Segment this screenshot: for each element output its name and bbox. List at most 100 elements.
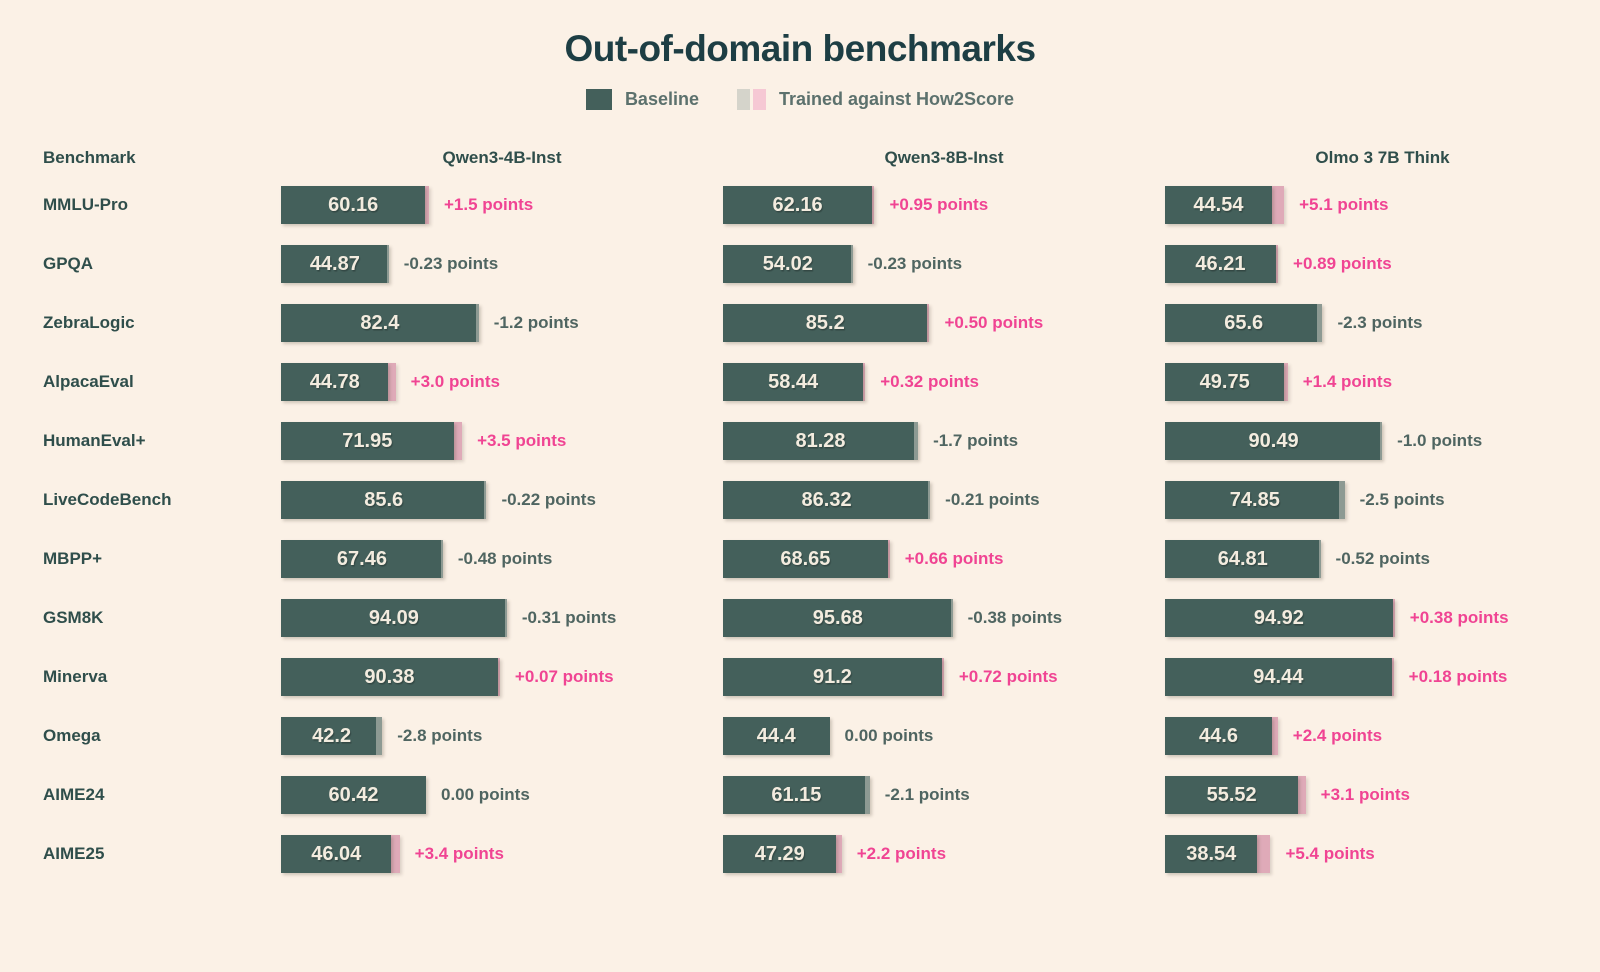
baseline-value: 38.54 bbox=[1186, 842, 1237, 865]
baseline-bar: 85.2 bbox=[723, 304, 928, 342]
benchmark-label: Omega bbox=[43, 726, 101, 745]
bar-cell: 55.52 +3.1 points bbox=[1165, 776, 1600, 814]
bar-cell: 44.54 +5.1 points bbox=[1165, 186, 1600, 224]
bar-cell: 61.15 -2.1 points bbox=[723, 776, 1165, 814]
bar-cell: 68.65 +0.66 points bbox=[723, 540, 1165, 578]
baseline-bar: 46.21 bbox=[1165, 245, 1276, 283]
baseline-value: 90.49 bbox=[1248, 429, 1299, 452]
delta-sliver-positive bbox=[453, 422, 463, 460]
bar-cell: 44.6 +2.4 points bbox=[1165, 717, 1600, 755]
benchmark-label: LiveCodeBench bbox=[43, 490, 172, 509]
baseline-bar: 64.81 bbox=[1165, 540, 1321, 578]
delta-sliver-positive bbox=[1275, 245, 1279, 283]
delta-sliver-negative bbox=[504, 599, 507, 637]
baseline-bar: 74.85 bbox=[1165, 481, 1345, 519]
baseline-value: 44.4 bbox=[756, 724, 796, 747]
baseline-value: 44.78 bbox=[309, 370, 360, 393]
delta-sliver-negative bbox=[950, 599, 953, 637]
baseline-bar: 60.42 bbox=[281, 776, 426, 814]
legend-pink-swatch bbox=[752, 88, 766, 110]
model-column-header-olmo3-7b: Olmo 3 7B Think bbox=[1315, 148, 1450, 167]
baseline-bar: 82.4 bbox=[281, 304, 479, 342]
bar-cell: 49.75 +1.4 points bbox=[1165, 363, 1600, 401]
delta-sliver-negative bbox=[1316, 304, 1323, 342]
baseline-bar: 54.02 bbox=[723, 245, 853, 283]
delta-label: +3.4 points bbox=[414, 844, 504, 863]
baseline-value: 85.2 bbox=[805, 311, 845, 334]
bar-cell: 58.44 +0.32 points bbox=[723, 363, 1165, 401]
baseline-bar: 58.44 bbox=[723, 363, 864, 401]
bar-cell: 64.81 -0.52 points bbox=[1165, 540, 1600, 578]
bar-cell: 54.02 -0.23 points bbox=[723, 245, 1165, 283]
baseline-value: 54.02 bbox=[762, 252, 813, 275]
baseline-bar: 81.28 bbox=[723, 422, 919, 460]
baseline-bar: 44.87 bbox=[281, 245, 389, 283]
baseline-value: 58.44 bbox=[768, 370, 819, 393]
baseline-value: 67.46 bbox=[336, 547, 387, 570]
delta-label: +0.50 points bbox=[944, 313, 1044, 332]
delta-sliver-negative bbox=[386, 245, 389, 283]
delta-sliver-positive bbox=[836, 835, 842, 873]
bar-cell: 85.2 +0.50 points bbox=[723, 304, 1165, 342]
delta-sliver-negative bbox=[864, 776, 870, 814]
bar-cell: 38.54 +5.4 points bbox=[1165, 835, 1600, 873]
benchmark-table: Benchmark Qwen3-4B-Inst Qwen3-8B-Inst Ol… bbox=[43, 148, 1600, 873]
baseline-value: 44.6 bbox=[1199, 724, 1238, 747]
delta-label: +1.5 points bbox=[443, 195, 534, 214]
baseline-value: 81.28 bbox=[795, 429, 846, 452]
baseline-bar: 65.6 bbox=[1165, 304, 1323, 342]
baseline-bar: 44.78 bbox=[281, 363, 389, 401]
baseline-value: 94.09 bbox=[368, 606, 419, 629]
baseline-value: 60.16 bbox=[328, 193, 379, 216]
bar-cell: 81.28 -1.7 points bbox=[723, 422, 1165, 460]
baseline-value: 90.38 bbox=[364, 665, 415, 688]
benchmark-label: Minerva bbox=[43, 667, 108, 686]
benchmark-row: AIME25 46.04 +3.4 points 47.29 +2.2 points 38… bbox=[43, 835, 1600, 873]
bar-cell: 90.38 +0.07 points bbox=[281, 658, 723, 696]
delta-label: +0.18 points bbox=[1408, 667, 1508, 686]
bar-cell: 60.16 +1.5 points bbox=[281, 186, 723, 224]
baseline-value: 71.95 bbox=[342, 429, 393, 452]
bar-cell: 42.2 -2.8 points bbox=[281, 717, 723, 755]
delta-sliver-positive bbox=[941, 658, 944, 696]
benchmark-row: ZebraLogic 82.4 -1.2 points 85.2 +0.50 point… bbox=[43, 304, 1600, 342]
baseline-value: 74.85 bbox=[1229, 488, 1280, 511]
baseline-bar: 85.6 bbox=[281, 481, 487, 519]
benchmark-label: AIME25 bbox=[43, 844, 105, 863]
model-column-header-qwen3-4b: Qwen3-4B-Inst bbox=[442, 148, 562, 167]
baseline-value: 91.2 bbox=[812, 665, 852, 688]
delta-sliver-positive bbox=[425, 186, 429, 224]
delta-sliver-positive bbox=[1391, 658, 1394, 696]
baseline-bar: 86.32 bbox=[723, 481, 931, 519]
delta-sliver-positive bbox=[1284, 363, 1288, 401]
baseline-bar: 61.15 bbox=[723, 776, 870, 814]
delta-label: +2.4 points bbox=[1292, 726, 1383, 745]
bar-cell: 74.85 -2.5 points bbox=[1165, 481, 1600, 519]
baseline-value: 46.21 bbox=[1195, 252, 1246, 275]
baseline-bar: 46.04 bbox=[281, 835, 392, 873]
baseline-value: 44.54 bbox=[1193, 193, 1244, 216]
delta-label: -2.5 points bbox=[1359, 490, 1445, 509]
delta-label: -0.38 points bbox=[967, 608, 1063, 627]
delta-label: 0.00 points bbox=[441, 785, 530, 804]
delta-label: +3.0 points bbox=[410, 372, 500, 391]
baseline-bar: 95.68 bbox=[723, 599, 953, 637]
delta-label: 0.00 points bbox=[844, 726, 934, 745]
baseline-value: 42.2 bbox=[312, 724, 352, 747]
baseline-value: 82.4 bbox=[360, 311, 400, 334]
benchmark-row: Omega 42.2 -2.8 points 44.4 0.00 points 44.6 +… bbox=[43, 717, 1600, 755]
bar-cell: 82.4 -1.2 points bbox=[281, 304, 723, 342]
baseline-value: 94.92 bbox=[1253, 606, 1304, 629]
delta-sliver-positive bbox=[1392, 599, 1395, 637]
legend-gray-swatch bbox=[736, 88, 750, 110]
chart-page: Out-of-domain benchmarks Baseline Traine… bbox=[0, 28, 1600, 873]
legend-baseline-label: Baseline bbox=[624, 88, 699, 109]
baseline-bar: 47.29 bbox=[723, 835, 837, 873]
benchmark-row: Minerva 90.38 +0.07 points 91.2 +0.72 points… bbox=[43, 658, 1600, 696]
baseline-bar: 68.65 bbox=[723, 540, 888, 578]
delta-label: +5.1 points bbox=[1299, 195, 1389, 214]
benchmark-row: GPQA 44.87 -0.23 points 54.02 -0.23 points 46… bbox=[43, 245, 1600, 283]
delta-label: -1.2 points bbox=[493, 313, 579, 332]
baseline-bar: 60.16 bbox=[281, 186, 426, 224]
baseline-value: 55.52 bbox=[1206, 783, 1257, 806]
